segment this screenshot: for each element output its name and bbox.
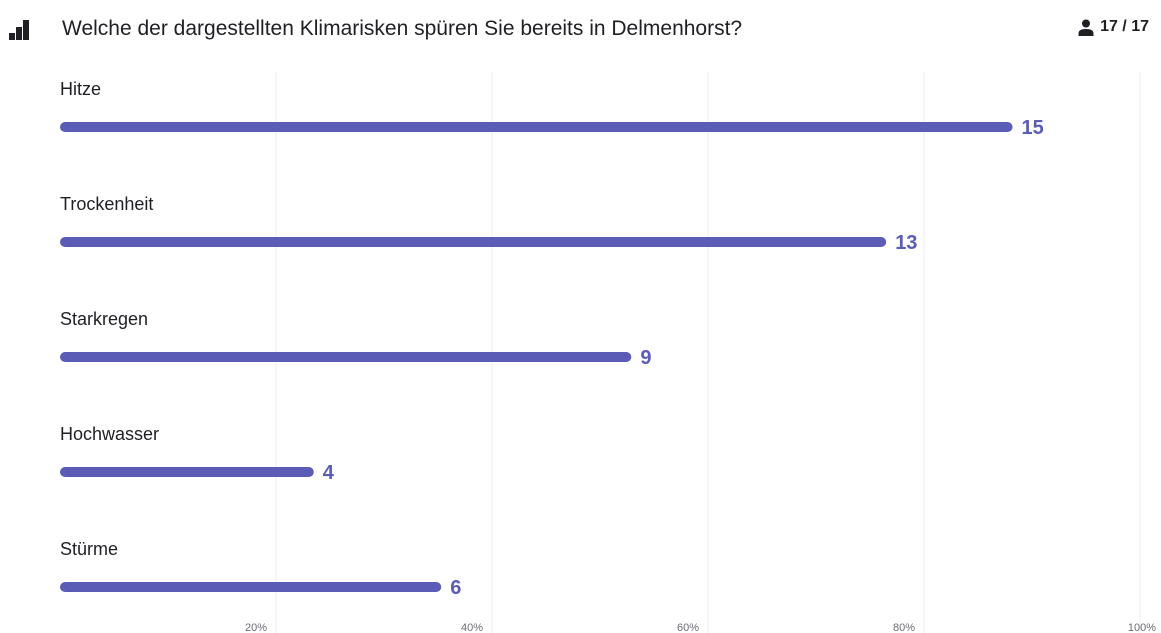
response-count: 17 / 17 bbox=[1078, 16, 1149, 38]
x-tick-label: 20% bbox=[245, 622, 267, 633]
x-tick-label: 80% bbox=[893, 622, 915, 633]
x-tick-label: 60% bbox=[677, 622, 699, 633]
bars: Hitze 15 Trockenheit 13 Starkregen 9 Hochwasse… bbox=[60, 79, 1044, 599]
value-label: 15 bbox=[1022, 117, 1044, 139]
category-label: Hochwasser bbox=[60, 424, 159, 444]
value-label: 4 bbox=[323, 462, 335, 484]
person-icon bbox=[1078, 19, 1094, 36]
value-label: 13 bbox=[895, 232, 917, 254]
header: Welche der dargestellten Klimarisken spü… bbox=[0, 0, 1161, 60]
value-label: 9 bbox=[640, 347, 651, 369]
x-tick-label: 40% bbox=[461, 622, 483, 633]
category-label: Hitze bbox=[60, 79, 101, 99]
grid-lines bbox=[275, 72, 1141, 633]
question-title: Welche der dargestellten Klimarisken spü… bbox=[62, 17, 743, 40]
category-label: Trockenheit bbox=[60, 194, 153, 214]
x-axis-ticks: 20% 40% 60% 80% 100% bbox=[245, 622, 1156, 633]
value-label: 6 bbox=[450, 577, 461, 599]
category-label: Stürme bbox=[60, 539, 118, 559]
bar-chart-icon bbox=[9, 20, 29, 40]
x-tick-label: 100% bbox=[1128, 622, 1156, 633]
category-label: Starkregen bbox=[60, 309, 148, 329]
response-count-text: 17 / 17 bbox=[1100, 18, 1149, 35]
